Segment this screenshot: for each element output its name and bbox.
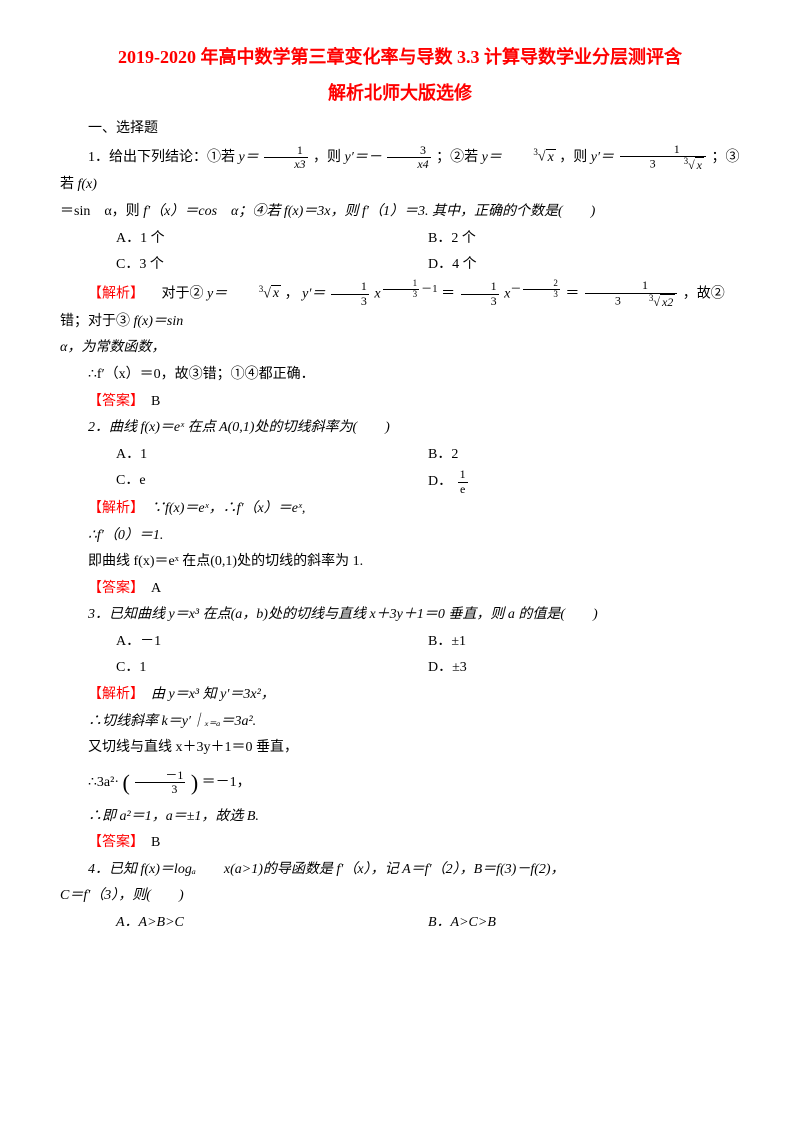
q1-stem-line2: ＝sin α，则 f′（x）＝cos α；④若 f(x)＝3x，则 f′（1）＝… — [60, 199, 740, 226]
q1-eq2-yprime: y′＝ — [591, 150, 614, 165]
q1-eq2-y: y＝ — [482, 150, 502, 165]
q2-solution-line3: 即曲线 f(x)＝eˣ 在点(0,1)处的切线的斜率为 1. — [60, 549, 740, 576]
q1-eq1-yprime: y′＝－ — [345, 150, 382, 165]
q1-text-b: ；②若 — [436, 150, 482, 165]
q4-option-b: B．A>C>B — [428, 910, 740, 937]
q2-option-b: B．2 — [428, 442, 740, 469]
q1-text-then1: ，则 — [313, 150, 345, 165]
q1-option-c: C．3 个 — [116, 252, 428, 279]
q2-option-d: D． 1e — [428, 468, 740, 496]
q1-option-b: B．2 个 — [428, 226, 740, 253]
q1-solution-line2: α，为常数函数， — [60, 335, 740, 362]
q3-options-row2: C．1 D．±3 — [60, 655, 740, 682]
q3-option-d: D．±3 — [428, 655, 740, 682]
q1-text-a: 1．给出下列结论：①若 — [88, 150, 239, 165]
q2-answer: 【答案】 A — [60, 576, 740, 603]
q1-options-row1: A．1 个 B．2 个 — [60, 226, 740, 253]
section-1-heading: 一、选择题 — [60, 116, 740, 143]
q3-solution-line2: ∴切线斜率 k＝y′｜ₓ₌ₐ＝3a². — [60, 709, 740, 736]
q4-options-row1: A．A>B>C B．A>C>B — [60, 910, 740, 937]
doc-title-line2: 解析北师大版选修 — [60, 76, 740, 110]
doc-title-line1: 2019-2020 年高中数学第三章变化率与导数 3.3 计算导数学业分层测评含 — [60, 40, 740, 74]
q2-option-a: A．1 — [116, 442, 428, 469]
q3-solution-line3: 又切线与直线 x＋3y＋1＝0 垂直， — [60, 735, 740, 762]
q2-solution-line2: ∴f′（0）＝1. — [60, 523, 740, 550]
q1-frac-2: 3 x4 — [387, 144, 430, 171]
q4-option-a: A．A>B>C — [116, 910, 428, 937]
answer-label: 【答案】 — [88, 394, 137, 409]
q2-options-row2: C．e D． 1e — [60, 468, 740, 496]
q1-stem-line1: 1．给出下列结论：①若 y＝ 1 x3 ，则 y′＝－ 3 x4 ；②若 y＝ … — [60, 143, 740, 199]
q3-solution-line1: 【解析】 由 y＝x³ 知 y′＝3x²， — [60, 682, 740, 709]
q1-solution-line1: 【解析】 对于② y＝ 3√x ， y′＝ 13 x13－1 ＝ 13 x－23… — [60, 279, 740, 336]
q3-stem: 3．已知曲线 y＝x³ 在点(a，b)处的切线与直线 x＋3y＋1＝0 垂直，则… — [60, 602, 740, 629]
analysis-label: 【解析】 — [88, 687, 137, 702]
q1-fx: f(x) — [78, 177, 97, 192]
q1-text-then2: ，则 — [559, 150, 591, 165]
q1-option-a: A．1 个 — [116, 226, 428, 253]
q3-option-a: A．－1 — [116, 629, 428, 656]
q3-option-c: C．1 — [116, 655, 428, 682]
q3-solution-line4: ∴3a²· ( －13 ) ＝－1， — [60, 762, 740, 804]
q1-frac-1: 1 x3 — [264, 144, 307, 171]
q2-option-c: C．e — [116, 468, 428, 496]
q1-options-row2: C．3 个 D．4 个 — [60, 252, 740, 279]
answer-label: 【答案】 — [88, 835, 137, 850]
q3-answer: 【答案】 B — [60, 830, 740, 857]
q2-solution-line1: 【解析】 ∵f(x)＝eˣ，∴f′（x）＝eˣ, — [60, 496, 740, 523]
q3-solution-line5: ∴即 a²＝1，a＝±1，故选 B. — [60, 804, 740, 831]
q4-stem-line1: 4．已知 f(x)＝logₐ x(a>1)的导函数是 f′（x），记 A＝f′（… — [60, 857, 740, 884]
q1-root-1: 3√x — [505, 144, 555, 171]
q1-solution-line3: ∴f′（x）＝0，故③错；①④都正确． — [60, 362, 740, 389]
q1-eq1-y: y＝ — [239, 150, 259, 165]
q1-answer: 【答案】 B — [60, 389, 740, 416]
q1-option-d: D．4 个 — [428, 252, 740, 279]
q1-frac-3: 1 33√x — [620, 143, 706, 172]
q2-options-row1: A．1 B．2 — [60, 442, 740, 469]
q2-stem: 2．曲线 f(x)＝eˣ 在点 A(0,1)处的切线斜率为( ) — [60, 415, 740, 442]
q3-options-row1: A．－1 B．±1 — [60, 629, 740, 656]
q3-option-b: B．±1 — [428, 629, 740, 656]
analysis-label: 【解析】 — [88, 286, 144, 301]
answer-label: 【答案】 — [88, 581, 137, 596]
q4-stem-line2: C＝f′（3），则( ) — [60, 883, 740, 910]
analysis-label: 【解析】 — [88, 501, 137, 516]
